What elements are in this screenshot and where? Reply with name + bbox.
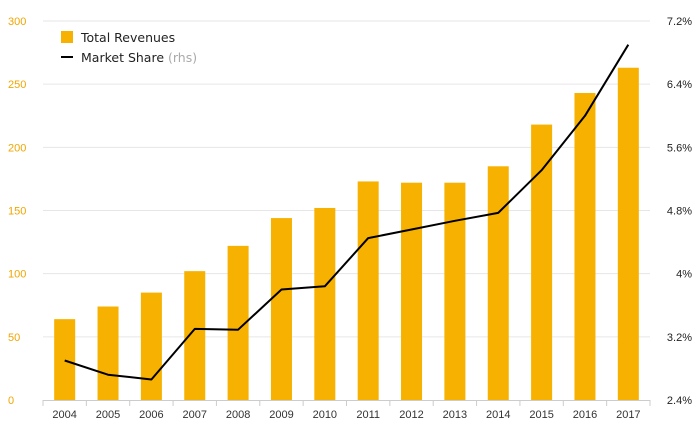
- y-left-tick-label: 250: [8, 79, 26, 91]
- y-right-tick-label: 4%: [676, 269, 692, 281]
- x-tick-label: 2011: [356, 409, 380, 421]
- bar-2007: [184, 271, 206, 400]
- legend-swatch-line: [61, 56, 73, 58]
- legend-label-revenues: Total Revenues: [81, 29, 176, 45]
- y-right-tick-label: 3.2%: [667, 332, 692, 344]
- y-right-tick-label: 7.2%: [667, 16, 692, 28]
- bar-2011: [357, 181, 379, 400]
- bar-2010: [314, 207, 336, 400]
- x-tick-label: 2013: [443, 409, 467, 421]
- y-left-tick-label: 50: [8, 332, 20, 344]
- x-tick-label: 2017: [616, 409, 640, 421]
- bar-2012: [401, 182, 423, 400]
- bar-2008: [227, 245, 249, 400]
- x-tick-label: 2004: [52, 409, 76, 421]
- bar-2013: [444, 182, 466, 400]
- x-tick-label: 2015: [529, 409, 553, 421]
- x-tick-label: 2010: [313, 409, 337, 421]
- bar-2006: [140, 292, 162, 400]
- bar-2016: [574, 93, 596, 400]
- x-tick-label: 2009: [269, 409, 293, 421]
- legend-label-note: (rhs): [168, 49, 198, 65]
- legend-item-revenues: Total Revenues: [61, 27, 197, 47]
- bar-2017: [617, 67, 639, 400]
- market-share-line: [64, 44, 630, 381]
- legend-item-market-share: Market Share (rhs): [61, 47, 197, 67]
- bar-2004: [54, 319, 76, 400]
- y-right-tick-label: 5.6%: [667, 142, 692, 154]
- x-tick-label: 2008: [226, 409, 250, 421]
- y-right-tick-label: 4.8%: [667, 206, 692, 218]
- y-left-tick-label: 300: [8, 16, 26, 28]
- y-right-tick-label: 6.4%: [667, 79, 692, 91]
- legend-label-market-share: Market Share: [81, 49, 165, 65]
- x-tick-label: 2016: [573, 409, 597, 421]
- legend: Total Revenues Market Share (rhs): [61, 27, 197, 67]
- bar-2015: [531, 124, 553, 401]
- bar-2014: [487, 166, 509, 400]
- legend-swatch-bar: [61, 31, 73, 43]
- x-tick-label: 2014: [486, 409, 510, 421]
- x-tick-label: 2007: [183, 409, 207, 421]
- y-left-tick-label: 200: [8, 142, 26, 154]
- x-tick-label: 2005: [96, 409, 120, 421]
- x-tick-label: 2006: [139, 409, 163, 421]
- y-left-tick-label: 100: [8, 269, 26, 281]
- x-tick-label: 2012: [399, 409, 423, 421]
- bar-2005: [97, 306, 119, 400]
- y-right-tick-label: 2.4%: [667, 395, 692, 407]
- bar-2009: [270, 218, 292, 400]
- y-left-tick-label: 150: [8, 206, 26, 218]
- y-left-tick-label: 0: [8, 395, 14, 407]
